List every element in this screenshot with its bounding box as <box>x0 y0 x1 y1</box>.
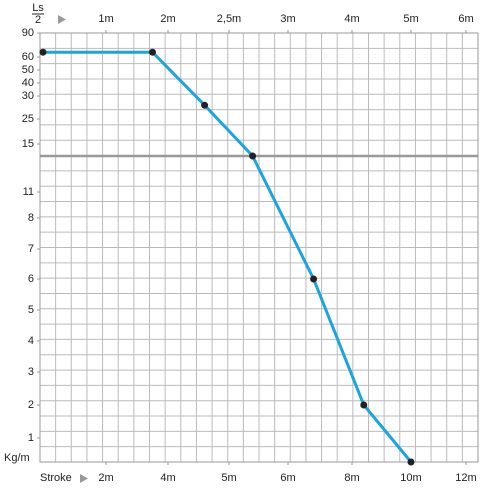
y-tick-label: 90 <box>22 27 34 39</box>
x-tick-label: 5m <box>221 472 236 484</box>
x-tick-label: 6m <box>280 472 295 484</box>
y-tick-label: 30 <box>22 90 34 102</box>
y-tick-label: 8 <box>28 212 34 224</box>
x-tick-label: 12m <box>455 472 476 484</box>
x-axis-label: Stroke <box>40 472 72 484</box>
x2-tick-label: 5m <box>403 13 418 25</box>
data-point <box>310 275 318 283</box>
data-point <box>39 48 47 56</box>
x2-label-top: Ls <box>32 2 44 14</box>
x-tick-label: 2m <box>98 472 113 484</box>
plot-border <box>39 32 479 463</box>
x2-label-bottom: 2 <box>35 14 41 26</box>
data-point <box>249 152 257 160</box>
x2-tick-label: 2,5m <box>217 13 241 25</box>
x-tick-label: 10m <box>400 472 421 484</box>
y-tick-label: 6 <box>28 273 34 285</box>
arrow-icon <box>58 15 66 24</box>
y-tick-label: 40 <box>22 77 34 89</box>
x2-tick-label: 3m <box>280 13 295 25</box>
y-tick-label: 50 <box>22 64 34 76</box>
data-point <box>149 48 156 56</box>
data-point <box>360 401 368 409</box>
y-tick-label: 1 <box>28 432 34 444</box>
x-tick-label: 8m <box>344 472 359 484</box>
y-tick-label: 2 <box>28 399 34 411</box>
y-tick-label: 15 <box>22 138 34 150</box>
data-point <box>201 101 209 109</box>
y-tick-label: 3 <box>28 366 34 378</box>
data-point <box>407 458 415 466</box>
y-tick-label: 5 <box>28 304 34 316</box>
x2-tick-label: 2m <box>160 13 175 25</box>
y-tick-label: 25 <box>22 113 34 125</box>
y-tick-label: 4 <box>28 335 34 347</box>
x2-tick-label: 4m <box>344 13 359 25</box>
x-tick-label: 4m <box>160 472 175 484</box>
y-tick-label: 60 <box>22 51 34 63</box>
y-tick-label: 7 <box>28 243 34 255</box>
y-tick-label: 11 <box>23 186 34 198</box>
x2-tick-label: 6m <box>458 13 473 25</box>
y-axis-label: Kg/m <box>4 452 30 464</box>
x2-tick-label: 1m <box>98 13 113 25</box>
arrow-icon <box>80 474 88 483</box>
